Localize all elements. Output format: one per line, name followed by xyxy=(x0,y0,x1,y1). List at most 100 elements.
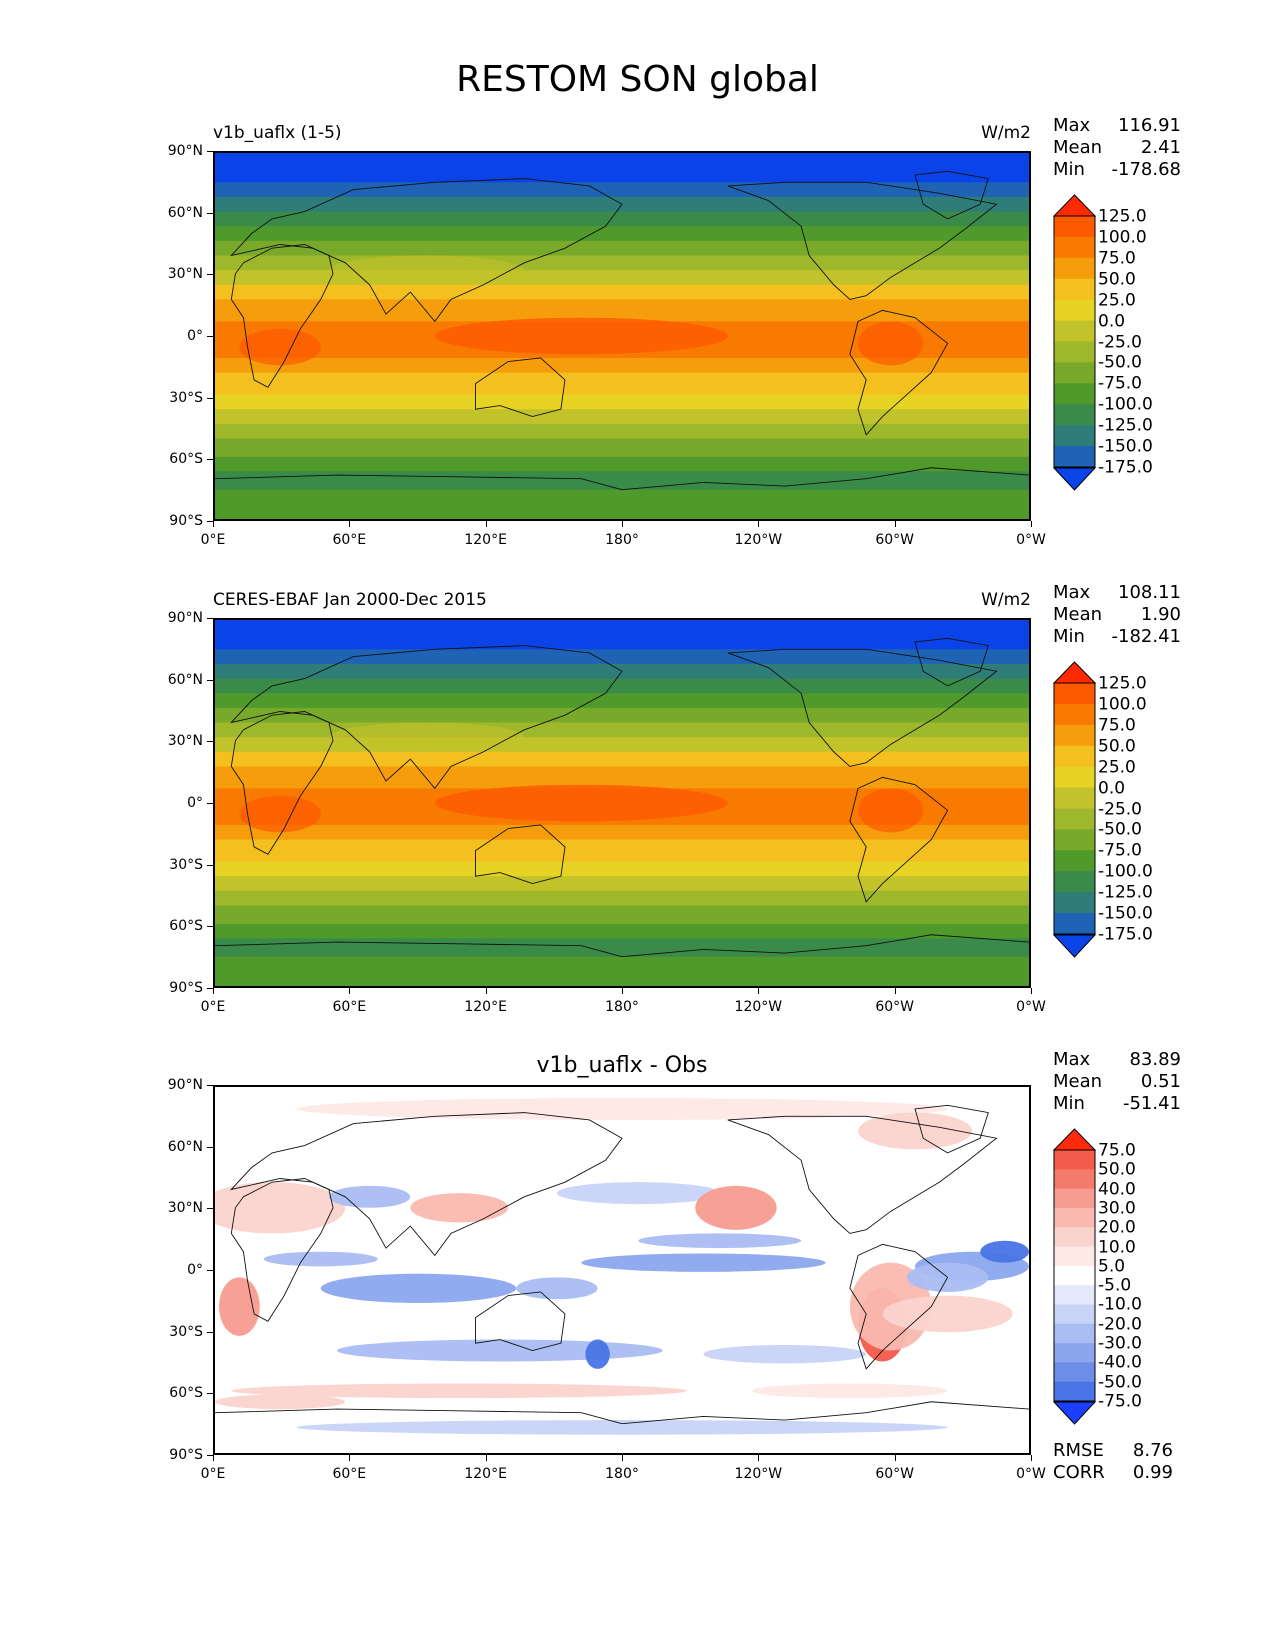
metric-label: RMSE xyxy=(1053,1440,1104,1461)
lat-tick-mark xyxy=(207,1270,213,1271)
colorbar-segment xyxy=(1054,745,1095,768)
colorbar-tick-label: -30.0 xyxy=(1098,1333,1142,1354)
colorbar-segment xyxy=(1054,766,1095,789)
colorbar-segment xyxy=(1054,1323,1095,1344)
colorbar-tick-label: -5.0 xyxy=(1098,1275,1132,1296)
coastline xyxy=(475,1291,566,1351)
colorbar-tick-label: 25.0 xyxy=(1098,757,1136,778)
lon-tick-label: 120°W xyxy=(734,1466,783,1482)
warm-pool xyxy=(434,317,728,355)
anomaly-region xyxy=(296,1097,948,1120)
lat-tick-label: 0° xyxy=(187,1262,203,1278)
stat-label: Min xyxy=(1053,626,1085,647)
colorbar-extend-min xyxy=(1053,467,1096,491)
stat-row: Mean 1.90 xyxy=(1053,604,1181,626)
colorbar-tick-label: -50.0 xyxy=(1098,1372,1142,1393)
stat-row: Max 116.91 xyxy=(1053,115,1181,137)
colorbar-extend-max xyxy=(1053,661,1096,684)
coastline xyxy=(727,181,998,300)
lat-tick-mark xyxy=(207,1331,213,1333)
anomaly-region xyxy=(695,1185,777,1230)
lat-tick-mark xyxy=(207,521,213,522)
colorbar-frame xyxy=(1053,215,1096,468)
lat-tick-mark xyxy=(207,1208,213,1210)
anomaly-region xyxy=(703,1344,867,1364)
colorbar-tick-label: 125.0 xyxy=(1098,673,1147,694)
stat-label: Max xyxy=(1053,582,1091,603)
lat-tick-mark xyxy=(207,1393,213,1395)
map-plot xyxy=(213,151,1031,521)
colorbar-segment xyxy=(1054,1381,1095,1402)
anomaly-region xyxy=(858,1112,973,1150)
stat-label: Max xyxy=(1053,1049,1091,1070)
coastline xyxy=(849,309,949,436)
lon-tick-mark xyxy=(894,521,896,527)
metrics-box: RMSE 8.76 CORR 0.99 xyxy=(1053,1440,1173,1484)
colorbar-segment xyxy=(1054,1304,1095,1325)
lon-tick-mark xyxy=(349,1455,351,1461)
panel-label: v1b_uaflx (1-5) xyxy=(213,123,342,143)
colorbar-segment xyxy=(1054,320,1095,342)
flux-band xyxy=(215,211,1029,227)
stat-value: -182.41 xyxy=(1111,626,1181,647)
lon-tick-label: 120°E xyxy=(464,999,507,1015)
stat-row: Max 83.89 xyxy=(1053,1049,1181,1071)
lon-tick-mark xyxy=(485,988,487,994)
lon-tick-label: 180° xyxy=(605,999,639,1015)
cool-region xyxy=(328,255,525,285)
colorbar-segment xyxy=(1054,1188,1095,1209)
flux-band xyxy=(215,438,1029,458)
colorbar-labels: 125.0 100.0 75.0 50.0 25.0 0.0 -25.0 -50.0 -75.0… xyxy=(1098,195,1178,490)
flux-band xyxy=(215,456,1029,473)
lat-tick-mark xyxy=(207,1146,213,1148)
lon-tick-label: 60°W xyxy=(875,999,914,1015)
colorbar-segment xyxy=(1054,1227,1095,1248)
colorbar-segment xyxy=(1054,299,1095,322)
stat-value: 108.11 xyxy=(1118,582,1181,603)
units-label: W/m2 xyxy=(981,123,1031,143)
stat-label: Mean xyxy=(1053,1071,1103,1092)
colorbar-tick-label: -10.0 xyxy=(1098,1294,1142,1315)
colorbar-segment xyxy=(1054,1246,1095,1267)
flux-band xyxy=(215,649,1029,665)
anomaly-region xyxy=(296,1420,948,1435)
colorbar-segment xyxy=(1054,236,1095,259)
colorbar-segment xyxy=(1054,1265,1095,1286)
colorbar-labels: 75.0 50.0 40.0 30.0 20.0 10.0 5.0 -5.0 -10.0 -20.… xyxy=(1098,1129,1178,1424)
coastline xyxy=(215,467,1029,491)
colorbar-segment xyxy=(1054,871,1095,893)
lon-tick-label: 60°E xyxy=(332,1466,367,1482)
coastline xyxy=(727,648,998,767)
anomaly-region xyxy=(516,1277,598,1300)
map-plot xyxy=(213,618,1031,988)
colorbar-segment xyxy=(1054,383,1095,405)
lon-tick-mark xyxy=(349,521,351,527)
stats-box: Max 83.89 Mean 0.51 Min -51.41 xyxy=(1053,1049,1181,1115)
warm-pool xyxy=(434,784,728,822)
flux-band xyxy=(215,409,1029,425)
colorbar-tick-label: 30.0 xyxy=(1098,1198,1136,1219)
lon-tick-mark xyxy=(213,521,214,527)
panel-label: CERES-EBAF Jan 2000-Dec 2015 xyxy=(213,590,487,610)
map-svg xyxy=(215,153,1029,519)
anomaly-region xyxy=(218,1277,260,1336)
colorbar-tick-label: 75.0 xyxy=(1098,1140,1136,1161)
panel-center-title: v1b_uaflx - Obs xyxy=(536,1053,708,1078)
coastline xyxy=(475,357,566,417)
flux-band xyxy=(215,839,1029,863)
map-svg xyxy=(215,1087,1029,1453)
colorbar-tick-label: 10.0 xyxy=(1098,1237,1136,1258)
lat-tick-label: 60°N xyxy=(167,1138,203,1155)
lon-tick-mark xyxy=(485,521,487,527)
stat-row: Mean 2.41 xyxy=(1053,137,1181,159)
anomaly-region xyxy=(231,1383,688,1399)
lat-tick-label: 60°N xyxy=(167,671,203,688)
flux-band xyxy=(215,861,1029,877)
coastline xyxy=(230,178,623,323)
stat-value: -51.41 xyxy=(1122,1093,1181,1114)
colorbar-tick-label: 75.0 xyxy=(1098,715,1136,736)
colorbar-tick-label: 50.0 xyxy=(1098,269,1136,290)
lat-tick-mark xyxy=(207,212,213,214)
flux-band xyxy=(215,226,1029,242)
colorbar-tick-label: -75.0 xyxy=(1098,840,1142,861)
